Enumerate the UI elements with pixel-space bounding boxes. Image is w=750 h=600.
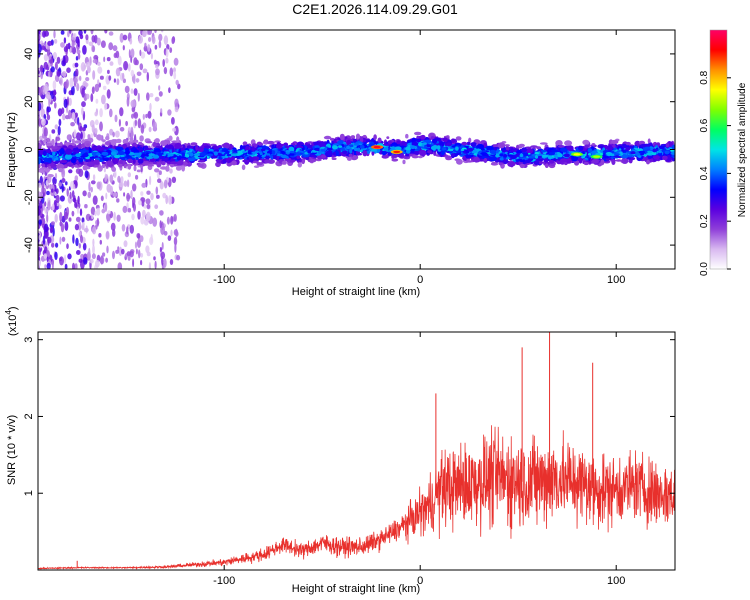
snr-y-tick-2: 3 (23, 337, 35, 343)
spectrogram-x-tick-2: 100 (607, 274, 625, 286)
spectrogram-y-ticks: -40 -20 0 20 40 (23, 48, 675, 253)
spectrogram-x-tick-1: 0 (417, 274, 423, 286)
colorbar-tick-2: 0.4 (699, 166, 710, 180)
snr-x-tick-1: 0 (417, 575, 423, 587)
snr-x-tick-0: -100 (213, 575, 235, 587)
heatmap-cells (38, 30, 675, 269)
colorbar-tick-0: 0.0 (699, 262, 710, 276)
colorbar-tick-4: 0.8 (699, 70, 710, 84)
spectrogram-panel: -100 0 100 -40 -20 0 20 40 Height of straight … (6, 29, 676, 298)
snr-spikes (76, 332, 594, 568)
snr-scale-factor: (x104) (4, 306, 19, 336)
spectrogram-y-tick-4: 40 (23, 48, 35, 60)
snr-y-label: SNR (10 * v/v) (6, 415, 18, 485)
spectrogram-x-tick-0: -100 (213, 274, 235, 286)
figure-title: C2E1.2026.114.09.29.G01 (292, 1, 458, 17)
snr-x-label: Height of straight line (km) (292, 583, 420, 595)
snr-y-tick-1: 2 (23, 413, 35, 419)
colorbar-ticks: 0.0 0.2 0.4 0.6 0.8 (699, 70, 731, 276)
colorbar: 0.0 0.2 0.4 0.6 0.8 Normalized spectral ampl… (699, 29, 748, 276)
spectrogram-x-ticks: -100 0 100 (213, 30, 625, 286)
spectrogram-x-label: Height of straight line (km) (292, 286, 420, 298)
snr-panel: -100 0 100 1 2 3 Height of straight line (km… (4, 306, 676, 595)
snr-x-tick-2: 100 (607, 575, 625, 587)
spectrogram-y-tick-0: -40 (23, 237, 35, 253)
snr-series-line (38, 425, 675, 570)
colorbar-tick-1: 0.2 (699, 214, 710, 228)
snr-x-ticks: -100 0 100 (213, 332, 625, 587)
spectrogram-y-tick-2: 0 (23, 146, 35, 152)
spectrogram-y-tick-1: -20 (23, 189, 35, 205)
spectrogram-y-tick-3: 20 (23, 96, 35, 108)
snr-scale-label: (x104) (4, 306, 19, 336)
snr-y-tick-0: 1 (23, 490, 35, 496)
snr-frame (37, 331, 676, 571)
snr-y-ticks: 1 2 3 (23, 337, 675, 496)
colorbar-label: Normalized spectral amplitude (737, 82, 748, 217)
spectrogram-y-label: Frequency (Hz) (6, 112, 18, 188)
colorbar-gradient (709, 29, 728, 270)
colorbar-tick-3: 0.6 (699, 118, 710, 132)
